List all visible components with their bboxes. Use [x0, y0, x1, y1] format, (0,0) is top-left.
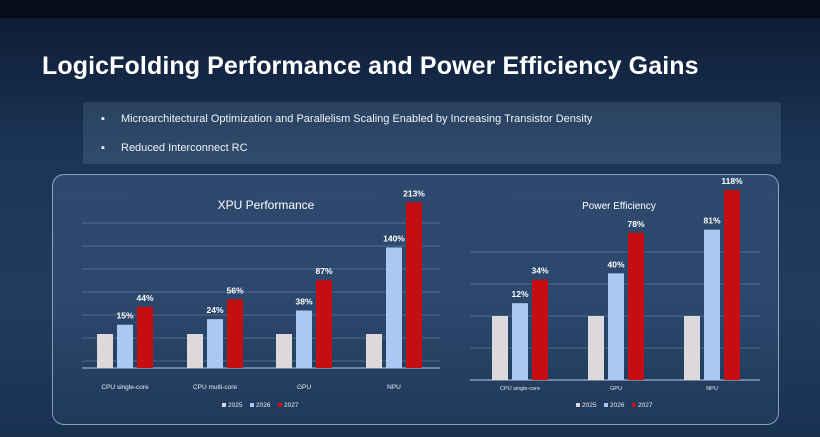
bullet-text: Reduced Interconnect RC — [121, 142, 248, 154]
legend-swatch — [222, 403, 226, 407]
legend-swatch — [632, 403, 636, 407]
data-label: 38% — [295, 297, 312, 307]
bar-2025 — [276, 334, 292, 368]
bullet-icon: ▪ — [101, 113, 105, 125]
bar-2027 — [316, 280, 332, 368]
category-label: GPU — [610, 386, 622, 392]
bar-2025 — [97, 334, 113, 368]
bar-2027 — [532, 279, 548, 380]
data-label: 87% — [315, 266, 332, 276]
bar-2026 — [608, 273, 624, 380]
category-label: CPU single-core — [101, 384, 149, 391]
data-label: 213% — [403, 188, 425, 198]
bullet-item: ▪ Reduced Interconnect RC — [101, 142, 248, 154]
bar-2026 — [512, 303, 528, 380]
data-label: 34% — [531, 266, 548, 276]
legend-label: 2025 — [228, 402, 243, 409]
legend-swatch — [604, 403, 608, 407]
category-label: CPU multi-core — [193, 384, 237, 391]
bar-2025 — [588, 316, 604, 380]
data-label: 78% — [627, 219, 644, 229]
bar-2027 — [724, 190, 740, 380]
data-label: 40% — [607, 259, 624, 269]
data-label: 140% — [383, 233, 405, 243]
chart-title: XPU Performance — [218, 198, 315, 212]
legend-swatch — [250, 403, 254, 407]
data-label: 81% — [703, 216, 720, 226]
bar-2027 — [227, 299, 243, 368]
slide-title: LogicFolding Performance and Power Effic… — [42, 52, 699, 80]
bar-2027 — [628, 232, 644, 380]
data-label: 12% — [511, 289, 528, 299]
bar-2025 — [684, 316, 700, 380]
bar-2027 — [406, 202, 422, 368]
legend-swatch — [576, 403, 580, 407]
bullet-item: ▪ Microarchitectural Optimization and Par… — [101, 113, 592, 125]
bullet-text: Microarchitectural Optimization and Para… — [121, 113, 593, 125]
bullet-box: ▪ Microarchitectural Optimization and Par… — [83, 102, 781, 164]
bar-2026 — [296, 310, 312, 368]
legend-label: 2025 — [582, 402, 597, 409]
category-label: NPU — [387, 384, 401, 391]
category-label: GPU — [297, 384, 311, 391]
chart-title: Power Efficiency — [582, 201, 656, 212]
bar-2026 — [117, 324, 133, 368]
bar-2025 — [187, 334, 203, 368]
legend-label: 2027 — [638, 402, 653, 409]
bar-2026 — [386, 247, 402, 368]
data-label: 56% — [226, 285, 243, 295]
legend-swatch — [278, 403, 282, 407]
bar-2025 — [366, 334, 382, 368]
category-label: CPU single-core — [500, 386, 540, 392]
top-bar — [0, 0, 820, 18]
legend-label: 2027 — [284, 402, 299, 409]
legend-label: 2026 — [610, 402, 625, 409]
bar-2027 — [137, 306, 153, 368]
data-label: 15% — [116, 311, 133, 321]
category-label: NPU — [706, 386, 718, 392]
data-label: 24% — [206, 305, 223, 315]
bullet-icon: ▪ — [101, 142, 105, 154]
bar-2026 — [704, 229, 720, 380]
legend-label: 2026 — [256, 402, 271, 409]
bar-2025 — [492, 316, 508, 380]
bar-2026 — [207, 319, 223, 368]
data-label: 118% — [721, 176, 743, 186]
data-label: 44% — [136, 293, 153, 303]
